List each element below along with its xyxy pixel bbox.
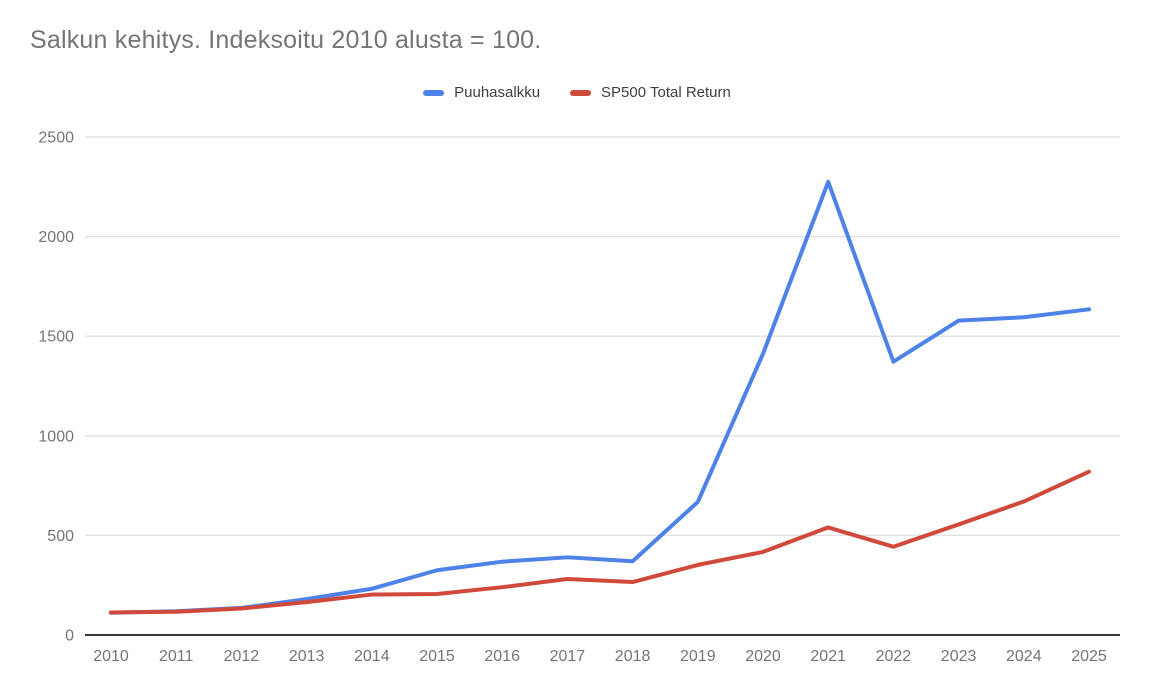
legend: Puuhasalkku SP500 Total Return — [0, 84, 1154, 101]
y-tick-label-500: 500 — [47, 528, 74, 545]
x-tick-label-2025: 2025 — [1071, 648, 1107, 665]
legend-label-sp500: SP500 Total Return — [601, 84, 731, 101]
legend-label-puuhasalkku: Puuhasalkku — [454, 84, 541, 101]
x-tick-label-2012: 2012 — [224, 648, 260, 665]
legend-item-sp500[interactable]: SP500 Total Return — [570, 84, 731, 101]
x-tick-label-2024: 2024 — [1006, 648, 1042, 665]
legend-swatch-blue-icon — [423, 89, 445, 96]
y-tick-label-0: 0 — [65, 628, 74, 645]
x-tick-label-2017: 2017 — [550, 648, 586, 665]
x-tick-label-2016: 2016 — [484, 648, 520, 665]
series-line-puuhasalkku — [109, 179, 1091, 615]
y-tick-label-1500: 1500 — [38, 329, 74, 346]
y-tick-label-1000: 1000 — [38, 428, 74, 445]
x-tick-label-2010: 2010 — [93, 648, 129, 665]
x-tick-label-2013: 2013 — [289, 648, 325, 665]
x-tick-label-2022: 2022 — [876, 648, 912, 665]
x-tick-label-2018: 2018 — [615, 648, 651, 665]
legend-swatch-red-icon — [570, 89, 592, 96]
y-tick-label-2000: 2000 — [38, 229, 74, 246]
legend-item-puuhasalkku[interactable]: Puuhasalkku — [423, 84, 540, 101]
x-tick-label-2014: 2014 — [354, 648, 390, 665]
series-line-sp500 — [109, 469, 1091, 615]
x-tick-label-2021: 2021 — [810, 648, 846, 665]
x-tick-label-2015: 2015 — [419, 648, 455, 665]
x-tick-label-2020: 2020 — [745, 648, 781, 665]
x-tick-label-2023: 2023 — [941, 648, 977, 665]
x-tick-label-2019: 2019 — [680, 648, 716, 665]
y-tick-label-2500: 2500 — [38, 130, 74, 147]
x-tick-label-2011: 2011 — [159, 648, 194, 665]
chart-title: Salkun kehitys. Indeksoitu 2010 alusta =… — [30, 26, 542, 54]
